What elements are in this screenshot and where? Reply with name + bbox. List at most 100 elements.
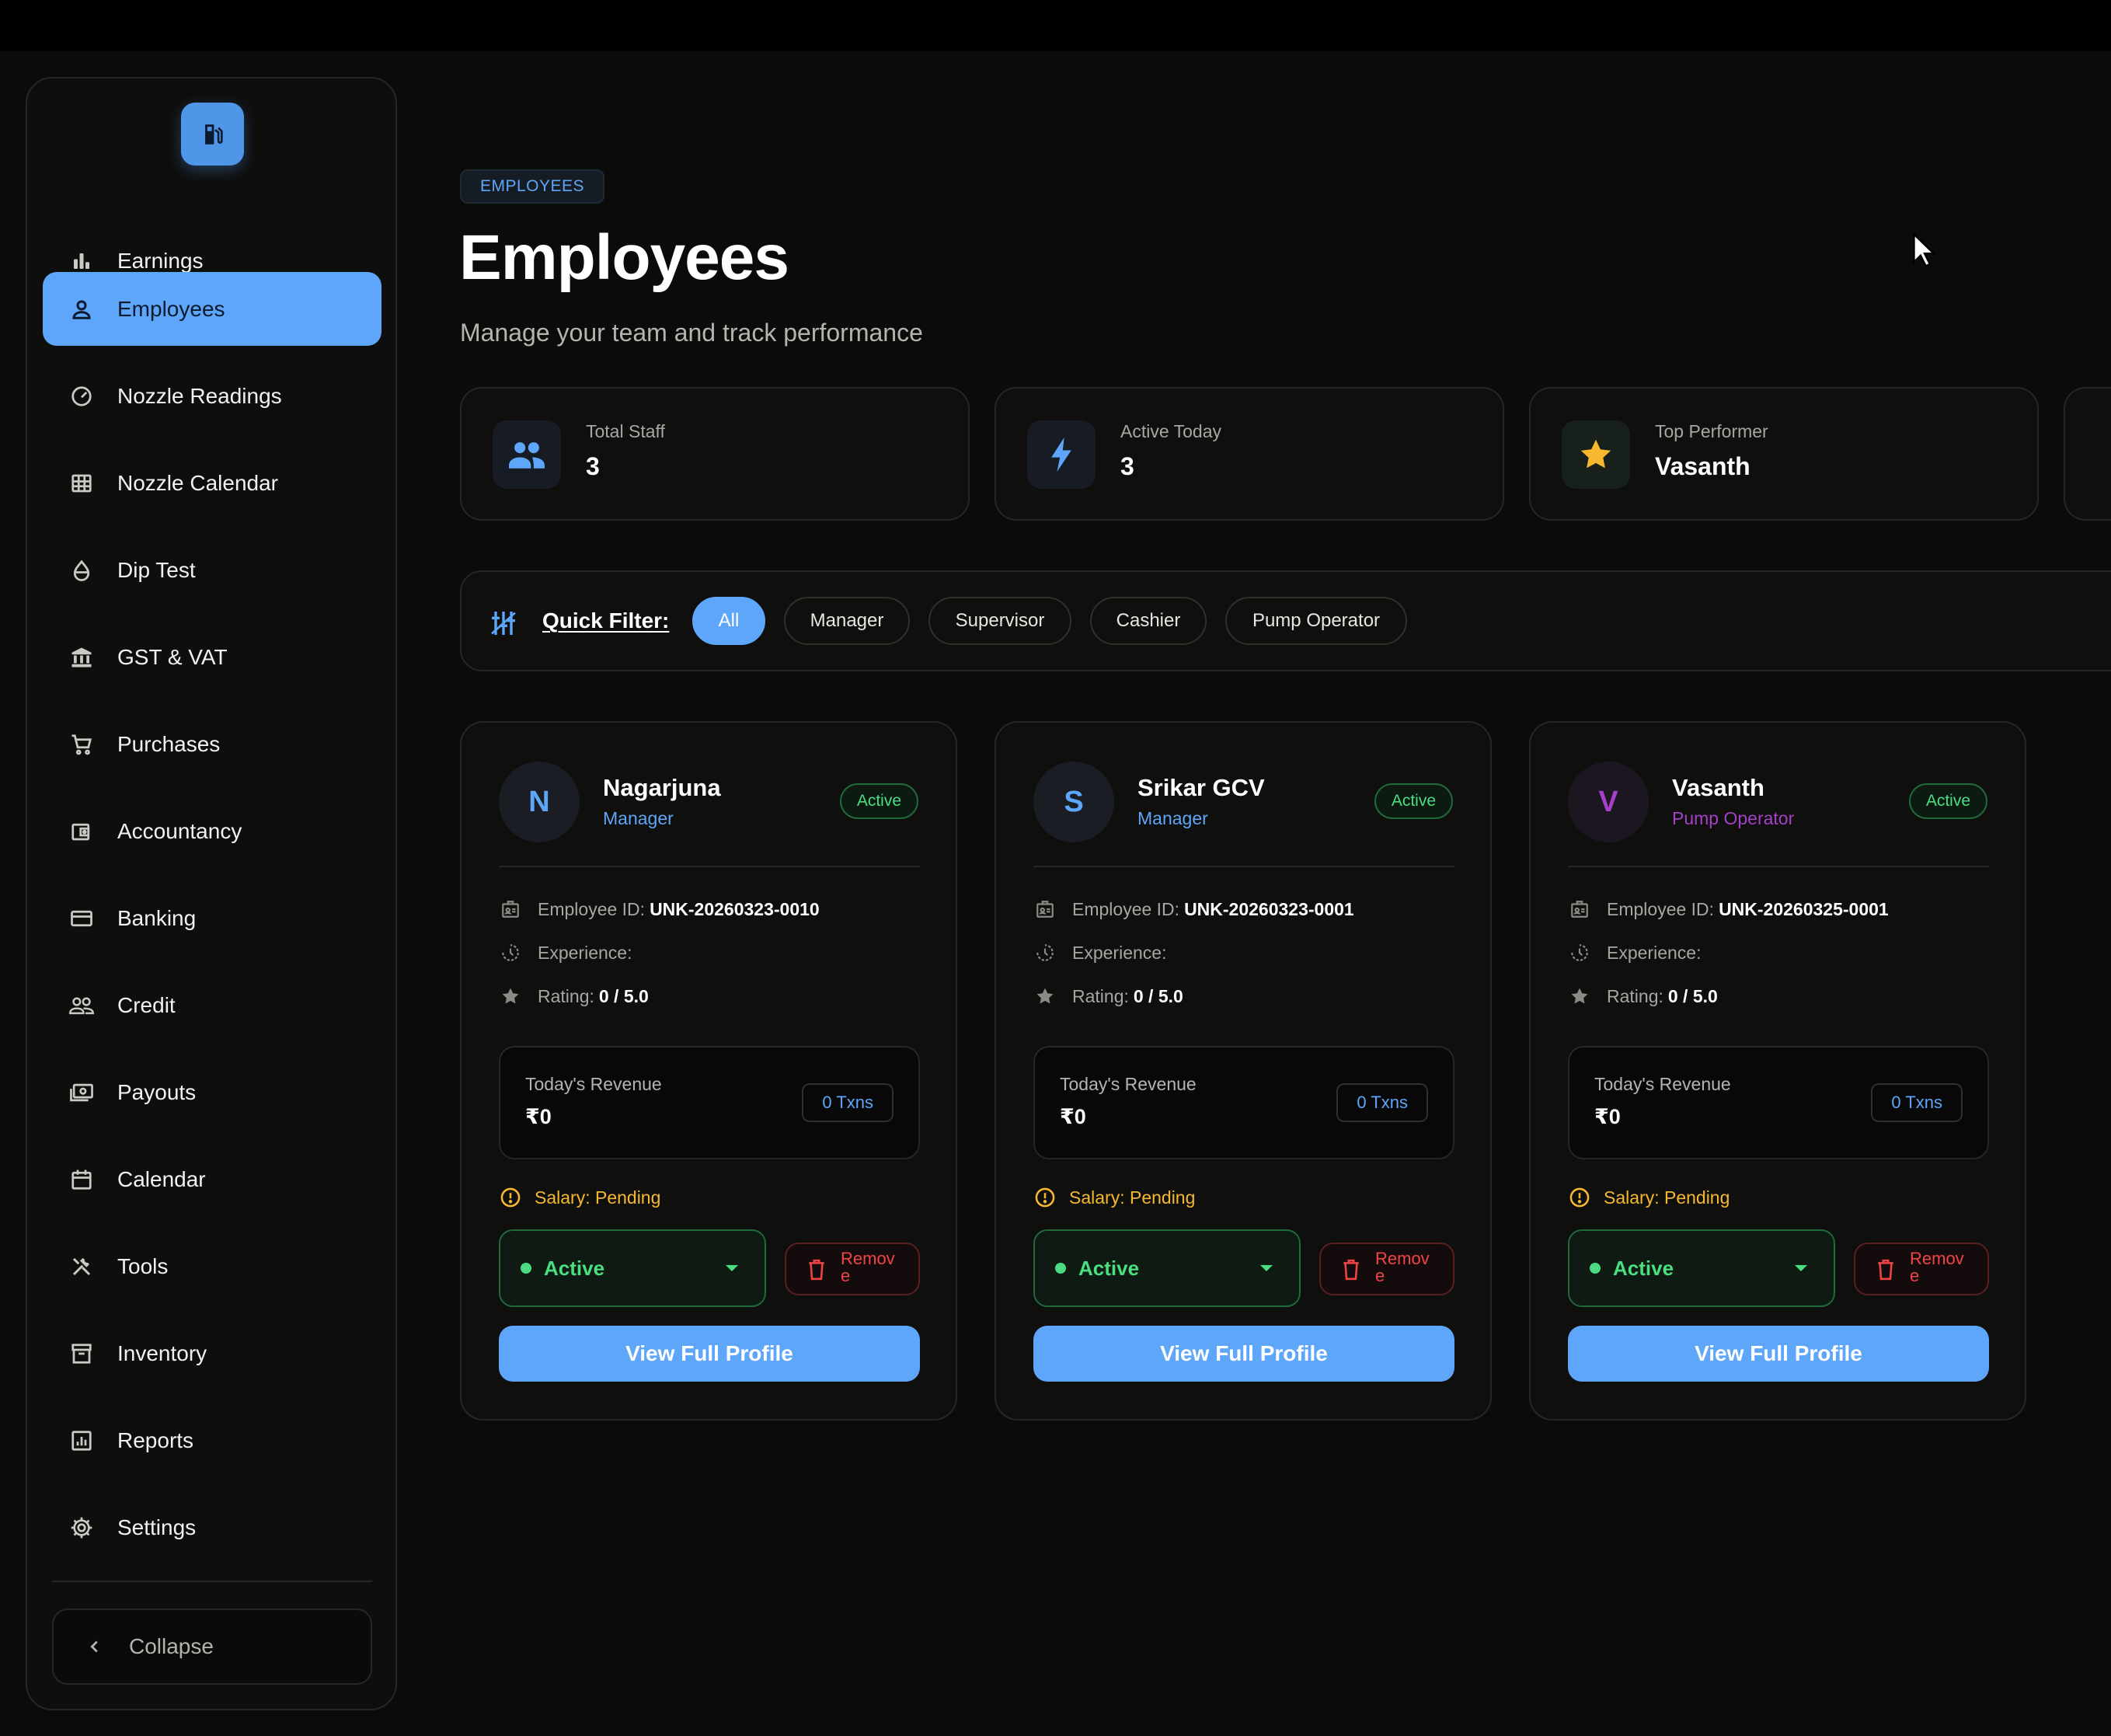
sidebar-item-employees[interactable]: Employees (43, 272, 381, 346)
rating-row: Rating: 0 / 5.0 (1568, 984, 1718, 1009)
sidebar-item-nozzle-readings[interactable]: Nozzle Readings (43, 359, 381, 433)
sidebar-item-nozzle-calendar[interactable]: Nozzle Calendar (43, 446, 381, 520)
rating-value: 0 / 5.0 (598, 985, 649, 1006)
status-select-value: Active (1078, 1256, 1140, 1280)
sidebar-item-label: Reports (117, 1427, 194, 1452)
page-title: Employees (459, 222, 789, 293)
revenue-label: Today's Revenue (1594, 1074, 1731, 1094)
sidebar-item-gst-vat[interactable]: GST & VAT (43, 620, 381, 694)
salary-text: Salary: Pending (1069, 1187, 1196, 1208)
sidebar-item-settings[interactable]: Settings (43, 1490, 381, 1564)
fuel-pump-icon (204, 124, 223, 145)
stat-card-top-performer: Top Performer Vasanth (1529, 387, 2039, 521)
quick-filter-label: Quick Filter: (542, 608, 670, 633)
remove-label: Remove (841, 1249, 895, 1285)
grid-icon (66, 468, 97, 499)
revenue-value: ₹0 (1594, 1105, 1621, 1128)
sidebar-item-calendar[interactable]: Calendar (43, 1142, 381, 1216)
stat-value: 3 (586, 452, 600, 480)
salary-status: Salary: Pending (1033, 1186, 1195, 1209)
status-select[interactable]: Active (1568, 1229, 1835, 1307)
history-icon (1568, 941, 1591, 964)
revenue-label: Today's Revenue (1060, 1074, 1197, 1094)
card-divider (1033, 866, 1454, 867)
wallet-icon (66, 816, 97, 847)
filter-chip-supervisor[interactable]: Supervisor (928, 597, 1071, 645)
remove-label: Remove (1910, 1249, 1964, 1285)
sidebar-item-label: Settings (117, 1515, 197, 1539)
sidebar-item-tools[interactable]: Tools (43, 1229, 381, 1303)
calendar-icon (66, 1164, 97, 1195)
filter-chip-cashier[interactable]: Cashier (1090, 597, 1207, 645)
stat-label: Top Performer (1655, 421, 1768, 441)
stat-card-total-staff: Total Staff 3 (460, 387, 970, 521)
salary-status: Salary: Pending (1568, 1186, 1730, 1209)
sidebar-item-credit[interactable]: Credit (43, 968, 381, 1042)
view-full-profile-button[interactable]: View Full Profile (1033, 1326, 1454, 1382)
avatar-initial: N (528, 785, 550, 818)
collapse-button[interactable]: Collapse (52, 1609, 372, 1685)
sidebar-item-label: Employees (117, 296, 225, 321)
sidebar-item-label: Inventory (117, 1340, 207, 1365)
status-badge: Active (839, 783, 918, 819)
sidebar-item-purchases[interactable]: Purchases (43, 707, 381, 781)
bar-chart-icon (66, 246, 97, 277)
sidebar-divider (52, 1581, 372, 1582)
employee-role: Pump Operator (1672, 808, 1795, 828)
sidebar-item-inventory[interactable]: Inventory (43, 1316, 381, 1390)
view-full-profile-button[interactable]: View Full Profile (1568, 1326, 1989, 1382)
sidebar: Earnings Employees Nozzle Readings Nozzl… (26, 77, 397, 1710)
stat-label: Total Staff (586, 421, 665, 441)
experience-label: Experience: (1607, 942, 1702, 963)
employee-card-vasanth: V Vasanth Pump Operator Active Employee … (1529, 721, 2026, 1421)
experience-label: Experience: (538, 942, 632, 963)
employee-id-label: Employee ID: (1072, 898, 1180, 919)
drop-icon (66, 555, 97, 586)
remove-button[interactable]: Remove (1854, 1243, 1989, 1295)
chevron-left-icon (83, 1635, 106, 1658)
employee-id-row: Employee ID: UNK-20260325-0001 (1568, 897, 1889, 922)
status-select-value: Active (1613, 1256, 1674, 1280)
employee-card-nagarjuna: N Nagarjuna Manager Active Employee ID: … (460, 721, 957, 1421)
sidebar-item-banking[interactable]: Banking (43, 881, 381, 955)
sidebar-item-label: Payouts (117, 1079, 197, 1104)
filter-chip-manager[interactable]: Manager (784, 597, 910, 645)
rating-label: Rating: (1072, 985, 1129, 1006)
sidebar-item-dip-test[interactable]: Dip Test (43, 533, 381, 607)
sidebar-item-label: Banking (117, 905, 197, 930)
quick-filter-bar: Quick Filter: All Manager Supervisor Cas… (460, 570, 2111, 671)
revenue-value: ₹0 (1060, 1105, 1086, 1128)
sidebar-item-label: Earnings (117, 248, 204, 273)
id-badge-icon (1033, 898, 1057, 921)
remove-button[interactable]: Remove (785, 1243, 920, 1295)
bank-icon (66, 642, 97, 673)
alert-circle-icon (1033, 1186, 1057, 1209)
rating-label: Rating: (538, 985, 594, 1006)
filter-chip-all[interactable]: All (692, 597, 765, 645)
sidebar-item-reports[interactable]: Reports (43, 1403, 381, 1477)
app-logo[interactable] (181, 103, 244, 166)
id-badge-icon (499, 898, 522, 921)
salary-status: Salary: Pending (499, 1186, 660, 1209)
status-dot (1055, 1263, 1066, 1274)
experience-row: Experience: (1033, 940, 1166, 965)
status-select[interactable]: Active (499, 1229, 766, 1307)
view-full-profile-button[interactable]: View Full Profile (499, 1326, 920, 1382)
status-select[interactable]: Active (1033, 1229, 1301, 1307)
filter-icon (488, 608, 519, 639)
employee-name: Vasanth (1672, 774, 1764, 801)
mouse-cursor-icon (1913, 233, 1936, 267)
avatar: V (1568, 762, 1649, 842)
employee-card-srikar-gcv: S Srikar GCV Manager Active Employee ID:… (995, 721, 1492, 1421)
sidebar-item-earnings[interactable]: Earnings (43, 224, 381, 298)
sidebar-item-accountancy[interactable]: Accountancy (43, 794, 381, 868)
sidebar-item-label: Dip Test (117, 557, 196, 582)
salary-text: Salary: Pending (1604, 1187, 1730, 1208)
sidebar-item-label: Calendar (117, 1166, 206, 1191)
alert-circle-icon (1568, 1186, 1591, 1209)
remove-button[interactable]: Remove (1319, 1243, 1454, 1295)
sidebar-item-payouts[interactable]: Payouts (43, 1055, 381, 1129)
filter-chip-pump-operator[interactable]: Pump Operator (1225, 597, 1407, 645)
tools-icon (66, 1251, 97, 1282)
employee-id-label: Employee ID: (538, 898, 646, 919)
